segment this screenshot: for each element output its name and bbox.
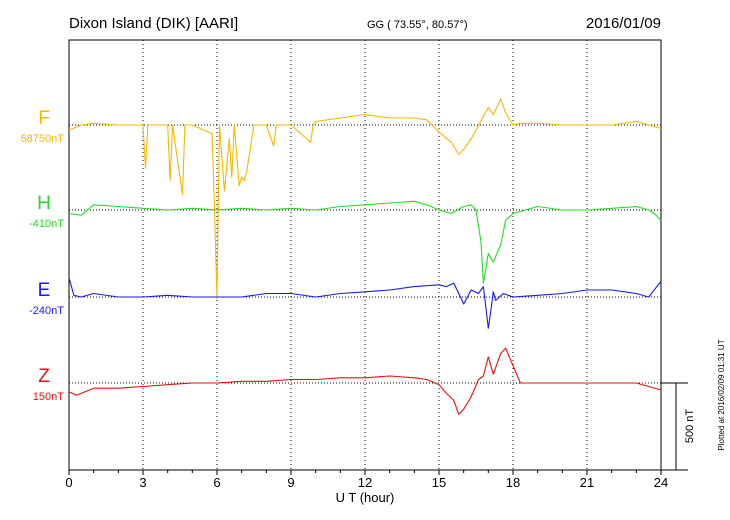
channel-labels: F 58750nT H -410nT E -240nT Z 150nT (21, 108, 65, 403)
x-tick-label-12: 12 (358, 475, 372, 490)
channel-label-H: H (37, 193, 51, 214)
x-tick-label-21: 21 (580, 475, 594, 490)
x-tick-label-0: 0 (65, 475, 72, 490)
series-line-F (68, 98, 662, 300)
channel-label-Z: Z (38, 366, 50, 387)
x-axis-ticks: 0 3 6 9 12 15 18 21 24 (65, 470, 668, 490)
x-tick-label-18: 18 (506, 475, 520, 490)
x-tick-label-3: 3 (139, 475, 146, 490)
baseline-value-Z: 150nT (33, 391, 64, 403)
channel-label-F: F (38, 108, 50, 129)
station-coordinates: GG ( 73.55°, 80.57°) (367, 19, 468, 31)
scale-bar-label: 500 nT (684, 409, 696, 444)
grid-layer (142, 40, 588, 470)
baseline-value-H: -410nT (29, 218, 64, 230)
series-line-E (68, 277, 662, 329)
x-tick-label-24: 24 (654, 475, 668, 490)
x-tick-label-6: 6 (213, 475, 220, 490)
series-line-Z (68, 347, 662, 415)
baseline-value-F: 58750nT (21, 133, 65, 145)
series-line-H (68, 200, 662, 284)
x-tick-label-15: 15 (432, 475, 446, 490)
plot-date: 2016/01/09 (586, 15, 661, 32)
baseline-value-E: -240nT (29, 305, 64, 317)
x-axis-title: U T (hour) (336, 490, 395, 505)
series-layer (68, 98, 662, 415)
scale-bar: 500 nT (661, 382, 696, 471)
plotted-timestamp: Plotted at 2016/02/09 01:31 UT (717, 339, 726, 450)
station-title: Dixon Island (DIK) [AARI] (69, 15, 238, 32)
channel-label-E: E (38, 280, 51, 301)
x-tick-label-9: 9 (287, 475, 294, 490)
